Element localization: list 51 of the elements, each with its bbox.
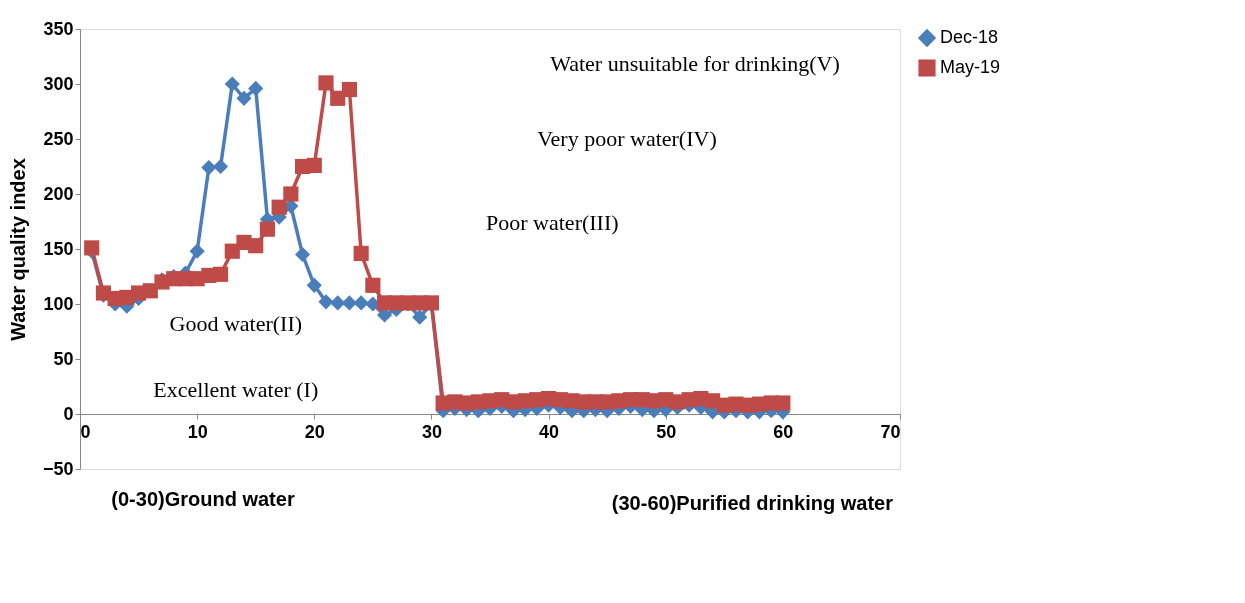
legend-label: Dec-18 xyxy=(940,27,999,47)
y-tick-label: −50 xyxy=(42,458,74,479)
point xyxy=(212,266,229,282)
y-tick-label: 300 xyxy=(43,73,74,94)
legend-label: May-19 xyxy=(940,57,1001,77)
point xyxy=(412,309,428,325)
x-tick-label: 0 xyxy=(80,421,91,442)
point xyxy=(306,277,322,293)
point xyxy=(775,395,791,411)
point xyxy=(330,90,346,106)
point xyxy=(330,295,346,311)
point xyxy=(212,158,229,175)
point xyxy=(271,199,287,215)
point xyxy=(306,157,322,173)
point xyxy=(365,277,381,293)
annotation: Poor water(III) xyxy=(486,209,619,235)
y-tick-label: 0 xyxy=(63,403,74,424)
y-tick-label: 50 xyxy=(53,348,74,369)
text: (30-60)Purified drinking water xyxy=(611,492,894,515)
y-tick-label: 100 xyxy=(43,293,74,314)
y-axis-title: Water quality index xyxy=(6,158,29,341)
y-tick-label: 350 xyxy=(43,18,74,39)
point xyxy=(283,186,299,202)
y-tick-label: 250 xyxy=(43,128,74,149)
point xyxy=(353,245,369,261)
annotation: Excellent water (I) xyxy=(153,376,319,402)
y-tick-label: 150 xyxy=(43,238,74,259)
annotation: Water unsuitable for drinking(V) xyxy=(550,51,840,77)
x-tick-label: 40 xyxy=(539,421,560,442)
text: (0-30)Ground water xyxy=(111,487,295,510)
point xyxy=(353,295,369,311)
x-tick-label: 50 xyxy=(656,421,677,442)
point xyxy=(318,294,334,310)
x-tick-label: 10 xyxy=(187,421,208,442)
point xyxy=(259,221,276,237)
x-tick-label: 30 xyxy=(421,421,442,442)
point xyxy=(189,243,205,259)
annotation: Good water(II) xyxy=(169,310,303,336)
point xyxy=(248,238,264,254)
point xyxy=(201,160,217,176)
x-tick-label: 60 xyxy=(773,421,794,442)
point xyxy=(224,76,240,92)
annotation: Very poor water(IV) xyxy=(537,126,717,151)
point xyxy=(236,90,252,106)
y-tick-label: 200 xyxy=(43,183,74,204)
point xyxy=(341,81,358,98)
x-tick-label: 70 xyxy=(880,421,901,442)
point xyxy=(318,75,334,91)
point xyxy=(294,246,311,263)
point xyxy=(248,80,264,96)
x-tick-label: 20 xyxy=(304,421,325,442)
